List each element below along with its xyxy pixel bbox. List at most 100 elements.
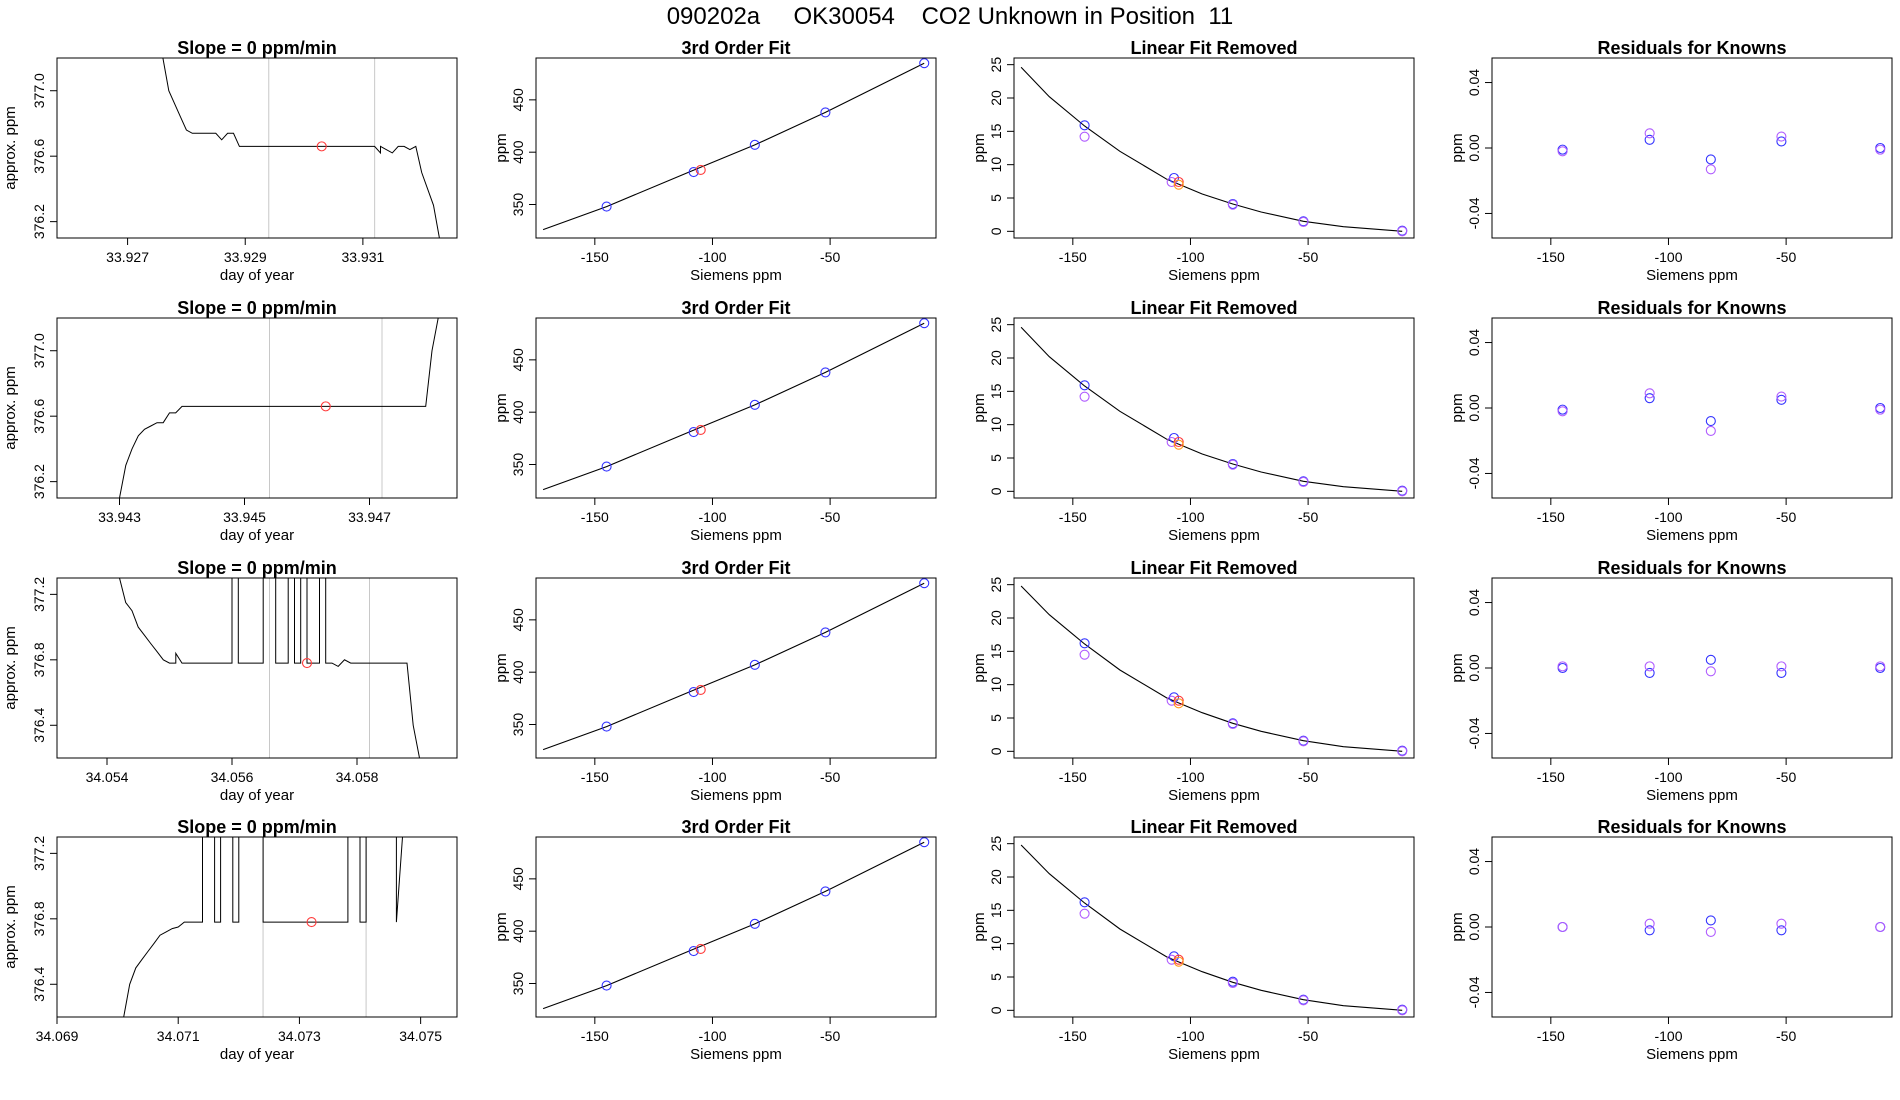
y-tick-label: -0.04 (1466, 717, 1482, 749)
y-tick-label: 15 (988, 643, 1004, 659)
x-axis-label: day of year (220, 527, 294, 544)
data-point-known (919, 58, 930, 69)
data-point-alt (1166, 436, 1177, 448)
y-tick-label: 10 (988, 157, 1004, 173)
data-point-known (919, 837, 930, 848)
y-tick-label: 0.00 (1466, 654, 1482, 681)
x-tick-label: -150 (1537, 249, 1565, 265)
y-tick-label: 450 (510, 88, 526, 112)
data-point-known (1644, 667, 1655, 678)
chart-panel-timeseries-row-1: Slope = 0 ppm/min 33.927 33.929 33.931 day o… (2, 38, 458, 284)
x-tick-label: -50 (1298, 509, 1318, 525)
chart-panel-residuals-row-4: Residuals for Knowns -150 -100 -50 Siemens p… (1449, 817, 1893, 1063)
x-tick-label: -100 (1176, 509, 1204, 525)
y-tick-label: 0 (988, 227, 1004, 235)
x-tick-label: 34.071 (157, 1028, 200, 1044)
y-tick-label: 400 (510, 660, 526, 684)
y-tick-label: 350 (510, 193, 526, 217)
y-tick-label: 20 (988, 869, 1004, 885)
chart-panel-fit3-row-3: 3rd Order Fit -150 -100 -50 Siemens ppm 350 40… (493, 558, 937, 804)
panel-title: Slope = 0 ppm/min (177, 298, 337, 318)
x-tick-label: -50 (1776, 769, 1796, 785)
fit-curve (542, 582, 925, 751)
data-point-unknown (301, 658, 313, 669)
y-axis-label: ppm (493, 912, 510, 941)
x-axis-label: Siemens ppm (1646, 267, 1738, 284)
data-point-known (1079, 120, 1090, 131)
x-tick-label: 33.929 (224, 249, 267, 265)
x-tick-label: -50 (1776, 509, 1796, 525)
data-point-alt (1227, 199, 1238, 210)
y-tick-label: 25 (988, 317, 1004, 333)
data-point-known (1776, 925, 1787, 936)
chart-panel-linear_removed-row-4: Linear Fit Removed -150 -100 -50 Siemens ppm… (971, 817, 1415, 1063)
plot-area (1557, 388, 1886, 436)
data-point-unknown (695, 684, 706, 696)
x-tick-label: -100 (1654, 769, 1682, 785)
y-tick-label: 5 (988, 194, 1004, 202)
x-axis-label: Siemens ppm (690, 1046, 782, 1063)
x-tick-label: -50 (820, 249, 840, 265)
data-point-alt (1227, 459, 1238, 470)
data-point-alt (1875, 921, 1886, 933)
plot-area (1557, 128, 1886, 175)
data-point-known (1705, 654, 1716, 665)
x-axis-label: day of year (220, 1046, 294, 1063)
data-point-alt (1298, 216, 1309, 228)
y-tick-label: 400 (510, 140, 526, 164)
data-point-known (919, 318, 930, 329)
x-tick-label: -100 (698, 249, 726, 265)
x-tick-label: -100 (1176, 249, 1204, 265)
x-tick-label: -100 (1176, 1028, 1204, 1044)
data-point-known (749, 918, 760, 929)
data-point-alt (1776, 661, 1787, 672)
data-point-alt (1776, 391, 1787, 402)
plot-frame (1013, 577, 1415, 759)
x-tick-label: 33.945 (223, 509, 266, 525)
chart-panel-fit3-row-2: 3rd Order Fit -150 -100 -50 Siemens ppm 350 40… (493, 298, 937, 544)
x-tick-label: -150 (1059, 1028, 1087, 1044)
y-tick-label: 0 (988, 487, 1004, 495)
chart-panel-timeseries-row-4: Slope = 0 ppm/min 34.069 34.071 34.073 34.07… (2, 817, 458, 1063)
plot-frame (1013, 57, 1415, 239)
data-point-unknown (695, 424, 706, 436)
data-point-alt (1875, 144, 1886, 155)
plot-area (1557, 915, 1886, 937)
x-axis-label: Siemens ppm (1646, 527, 1738, 544)
x-tick-label: 33.931 (341, 249, 384, 265)
data-point-known (601, 461, 612, 472)
panel-title: Residuals for Knowns (1597, 38, 1786, 58)
fit-curve (1020, 326, 1403, 492)
x-axis-label: Siemens ppm (1168, 527, 1260, 544)
x-tick-label: -100 (1176, 769, 1204, 785)
data-point-alt (1644, 661, 1655, 672)
data-point-alt (1298, 736, 1309, 747)
data-point-known (1705, 416, 1716, 427)
y-axis-label: ppm (1449, 653, 1466, 682)
y-tick-label: 376.6 (31, 138, 47, 173)
data-point-unknown (306, 917, 317, 928)
y-tick-label: 0.04 (1466, 329, 1482, 356)
x-tick-label: -150 (581, 769, 609, 785)
data-point-alt (1705, 666, 1716, 677)
data-point-known (919, 578, 930, 589)
chart-panel-linear_removed-row-2: Linear Fit Removed -150 -100 -50 Siemens ppm… (971, 298, 1415, 544)
data-point-alt (1079, 908, 1090, 919)
panel-title: Residuals for Knowns (1597, 298, 1786, 318)
panel-title: Slope = 0 ppm/min (177, 558, 337, 578)
data-point-alt (1166, 176, 1177, 188)
series-line (119, 578, 420, 758)
y-axis-label: approx. ppm (2, 106, 19, 189)
x-axis-label: Siemens ppm (690, 527, 782, 544)
data-point-known (1776, 667, 1787, 678)
figure-title: 090202a OK30054 CO2 Unknown in Position … (666, 3, 1234, 30)
data-point-alt (1875, 404, 1886, 415)
data-point-alt (1079, 131, 1090, 142)
fit-curve (1020, 585, 1403, 752)
x-tick-label: -100 (698, 769, 726, 785)
y-tick-label: 0.00 (1466, 394, 1482, 421)
y-tick-label: 350 (510, 453, 526, 477)
plot-area (119, 578, 420, 758)
plot-area (542, 58, 930, 231)
panel-title: 3rd Order Fit (681, 558, 790, 578)
